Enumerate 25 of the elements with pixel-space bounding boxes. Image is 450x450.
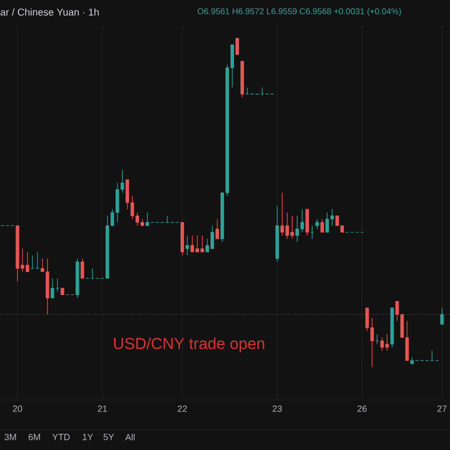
candlestick (430, 350, 434, 361)
candlestick (80, 258, 84, 279)
candlestick (146, 212, 150, 226)
candlestick (216, 218, 220, 240)
text: All (125, 434, 135, 440)
x-tick-label: 26 (358, 406, 367, 412)
x-tick-label: 23 (272, 406, 282, 412)
candlestick (320, 218, 324, 233)
text: 5Y (104, 434, 114, 440)
text: 1Y (82, 434, 93, 440)
x-tick-label: 27 (437, 406, 447, 412)
candlestick (305, 208, 309, 236)
x-tick-label: 22 (178, 406, 187, 412)
annotation: USD/CNY trade open (114, 337, 264, 352)
text: 6M (28, 434, 40, 440)
candlestick (440, 308, 444, 325)
chart-subtitle: O6.9561 H6.9572 L6.9559 C6.9568 +0.0031 (+0.04%) (198, 8, 401, 16)
text: YTD (52, 434, 70, 440)
candlestick (315, 218, 319, 230)
candlestick (186, 235, 190, 256)
x-tick-label: 20 (12, 406, 22, 412)
candlestick (235, 38, 239, 55)
chart-title: ar / Chinese Yuan · 1h (0, 8, 99, 16)
text: 3M (4, 434, 16, 440)
x-tick-label: 21 (98, 406, 107, 412)
